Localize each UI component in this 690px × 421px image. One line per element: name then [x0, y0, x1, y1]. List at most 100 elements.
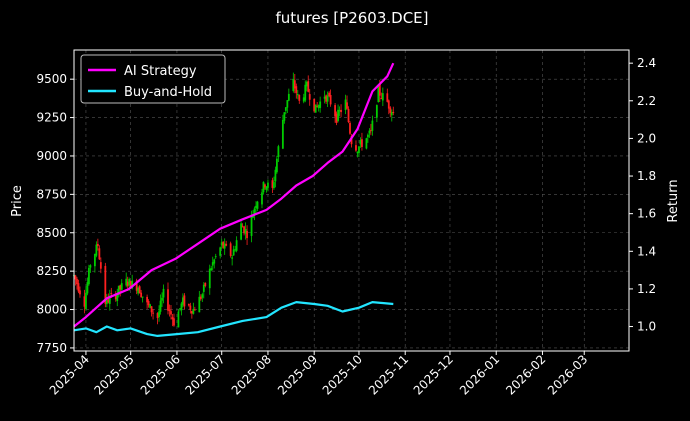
candle-body: [361, 139, 363, 147]
candle-body: [296, 94, 299, 96]
candle-body: [284, 107, 287, 111]
y-tick-label: 8500: [36, 226, 67, 240]
candle-body: [313, 98, 316, 112]
candle-body: [229, 243, 232, 256]
candle-body: [201, 294, 204, 298]
grid: [74, 50, 629, 351]
plot-frame: [73, 49, 630, 352]
x-tick-label: 2025-06: [138, 352, 183, 397]
y-tick-label: 8250: [36, 264, 67, 278]
y2-tick-label: 2.2: [637, 94, 656, 108]
y2-tick-label: 2.4: [637, 56, 656, 70]
candle-body: [146, 296, 149, 303]
x-tick-label: 2025-05: [91, 352, 136, 397]
candle-body: [152, 312, 154, 314]
y-axis-price: 7750 8000 8250 8500 8750 9000 9250 9500: [36, 72, 74, 355]
candle-body: [264, 184, 266, 188]
candle-body: [387, 100, 390, 109]
return-lines: [73, 62, 395, 337]
candle-body: [325, 95, 328, 102]
legend-ai-strategy-label: AI Strategy: [124, 64, 197, 79]
legend-box: [80, 54, 226, 104]
x-axis: 2025-04 2025-05 2025-06 2025-07 2025-08 2025-…: [47, 351, 590, 398]
candle-body: [128, 279, 131, 286]
legend: AI Strategy Buy-and-Hold: [80, 54, 226, 104]
y2-axis-label: Return: [666, 179, 681, 222]
x-tick-label: 2025-12: [411, 352, 456, 397]
candle-body: [371, 120, 374, 131]
candle-body: [386, 93, 389, 102]
candle-body: [79, 290, 81, 295]
x-tick-label: 2025-09: [275, 352, 320, 397]
candle-body: [168, 309, 171, 312]
candle-body: [375, 105, 378, 118]
candle-body: [214, 256, 217, 258]
x-tick-label: 2026-02: [503, 352, 548, 397]
candle-body: [367, 134, 369, 138]
candle-body: [273, 182, 275, 189]
candle-body: [202, 284, 205, 292]
candle-body: [380, 98, 383, 100]
candle-body: [338, 110, 341, 112]
candle-body: [358, 146, 360, 153]
candle-body: [88, 267, 90, 285]
candle-body: [140, 292, 143, 298]
candle-body: [171, 317, 174, 320]
candle-body: [208, 268, 211, 289]
candle-body: [159, 300, 162, 312]
candle-body: [274, 169, 277, 182]
candle-body: [287, 93, 290, 101]
buy-and-hold-line: [73, 301, 394, 337]
candle-body: [158, 311, 160, 318]
candle-body: [392, 111, 395, 113]
candle-body: [295, 86, 298, 94]
candle-body: [138, 286, 141, 294]
ai-strategy-line: [73, 62, 395, 328]
candle-body: [147, 301, 150, 306]
candle-body: [323, 96, 326, 99]
candle-body: [305, 82, 308, 87]
candle-body: [192, 308, 195, 314]
candlesticks: [73, 72, 395, 328]
candle-body: [182, 297, 184, 305]
candle-body: [262, 181, 265, 193]
y-tick-label: 8000: [36, 303, 67, 317]
candle-body: [76, 278, 78, 285]
candle-body: [365, 138, 368, 149]
x-tick-label: 2025-04: [47, 352, 92, 397]
candle-body: [110, 293, 113, 295]
candle-body: [213, 259, 216, 264]
candle-body: [116, 293, 119, 302]
candle-body: [346, 102, 348, 109]
candle-body: [244, 228, 247, 234]
candle-body: [223, 243, 226, 249]
candle-body: [107, 298, 110, 303]
candle-body: [302, 97, 305, 102]
candle-body: [167, 289, 169, 311]
candle-body: [96, 243, 99, 247]
candle-body: [126, 281, 129, 287]
candle-body: [99, 262, 102, 269]
candle-body: [267, 182, 269, 188]
candle-body: [344, 99, 347, 111]
y2-tick-label: 1.6: [637, 207, 656, 221]
candle-body: [243, 226, 245, 234]
candle-body: [93, 254, 96, 267]
candle-body: [240, 223, 242, 240]
candle-body: [292, 79, 295, 92]
candle-body: [326, 95, 329, 102]
candle-body: [162, 288, 165, 298]
candle-body: [319, 101, 322, 108]
candle-body: [234, 249, 237, 251]
candle-body: [105, 297, 108, 305]
candle-body: [277, 146, 280, 157]
candle-body: [161, 297, 163, 301]
candle-body: [86, 282, 89, 294]
candle-body: [378, 84, 381, 96]
candle-body: [131, 280, 134, 289]
candle-body: [193, 309, 196, 311]
candle-body: [307, 81, 310, 92]
y2-tick-label: 2.0: [637, 131, 656, 145]
candle-body: [189, 305, 192, 311]
candle-body: [246, 231, 248, 239]
